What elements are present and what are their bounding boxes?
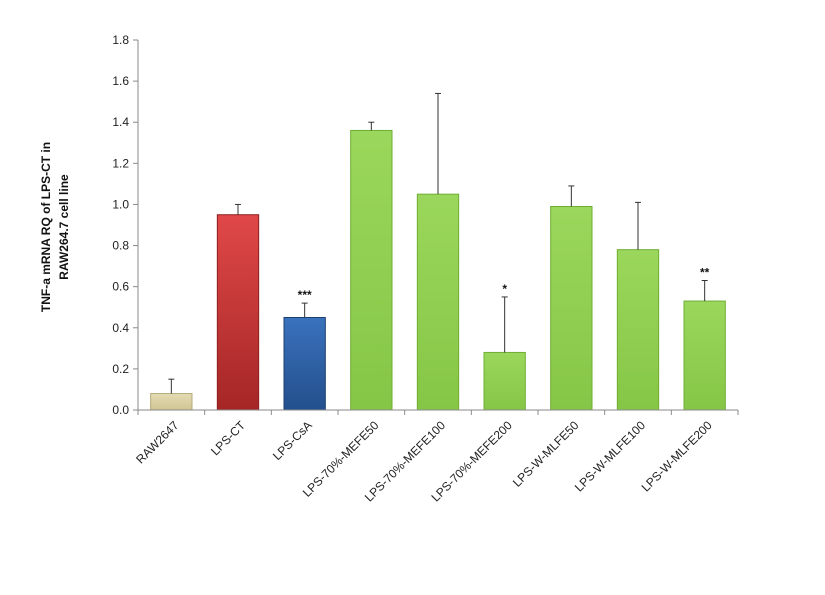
x-tick-label: LPS-W-MLFE100	[572, 418, 648, 494]
y-tick-label: 0.2	[112, 362, 129, 376]
bar-raw2647	[150, 393, 193, 411]
significance-marker: **	[700, 266, 710, 280]
x-tick-label: LPS-W-MLFE50	[510, 418, 582, 490]
x-tick-label: LPS-CsA	[270, 418, 315, 463]
x-tick-label: RAW2647	[133, 418, 181, 466]
y-tick-label: 1.2	[112, 156, 129, 170]
y-tick-label: 1.4	[112, 115, 129, 129]
bar-lps-w-mlfe50	[550, 206, 593, 411]
significance-marker: ***	[298, 288, 312, 302]
y-tick-label: 1.8	[112, 33, 129, 47]
bar-lps-70-mefe50	[350, 129, 393, 411]
x-tick-label: LPS-CT	[208, 418, 249, 459]
y-tick-label: 0.4	[112, 321, 129, 335]
bar-lps-w-mlfe200	[683, 300, 726, 411]
error-bars	[168, 92, 708, 394]
bar-lps-70-mefe200	[483, 351, 526, 411]
y-tick-label: 0.8	[112, 239, 129, 253]
bar-lps-ct	[216, 214, 260, 411]
y-axis-title: TNF-a mRNA RQ of LPS-CT in RAW264.7 cell…	[39, 142, 71, 312]
x-axis: RAW2647 LPS-CT LPS-CsALPS-70%-MEFE50LPS-70…	[133, 409, 739, 505]
bars	[150, 129, 726, 411]
y-tick-label: 1.6	[112, 74, 129, 88]
significance-markers: *** ***	[298, 266, 710, 303]
significance-marker: *	[502, 282, 507, 296]
y-axis: 0.0 0.2 0.4 0.6 0.8 1.0 1.2 1.4 1.6 1.8	[112, 33, 139, 417]
y-tick-label: 0.0	[112, 403, 129, 417]
y-tick-label: 1.0	[112, 197, 129, 211]
bar-lps-70-mefe100	[416, 193, 460, 411]
y-tick-label: 0.6	[112, 280, 129, 294]
y-axis-title-line-2: RAW264.7 cell line	[57, 174, 71, 280]
bar-lps-csa	[283, 317, 326, 411]
y-axis-title-line-1: TNF-a mRNA RQ of LPS-CT in	[39, 142, 53, 312]
x-tick-label: LPS-W-MLFE200	[639, 418, 715, 494]
bar-lps-w-mlfe100	[616, 249, 660, 411]
